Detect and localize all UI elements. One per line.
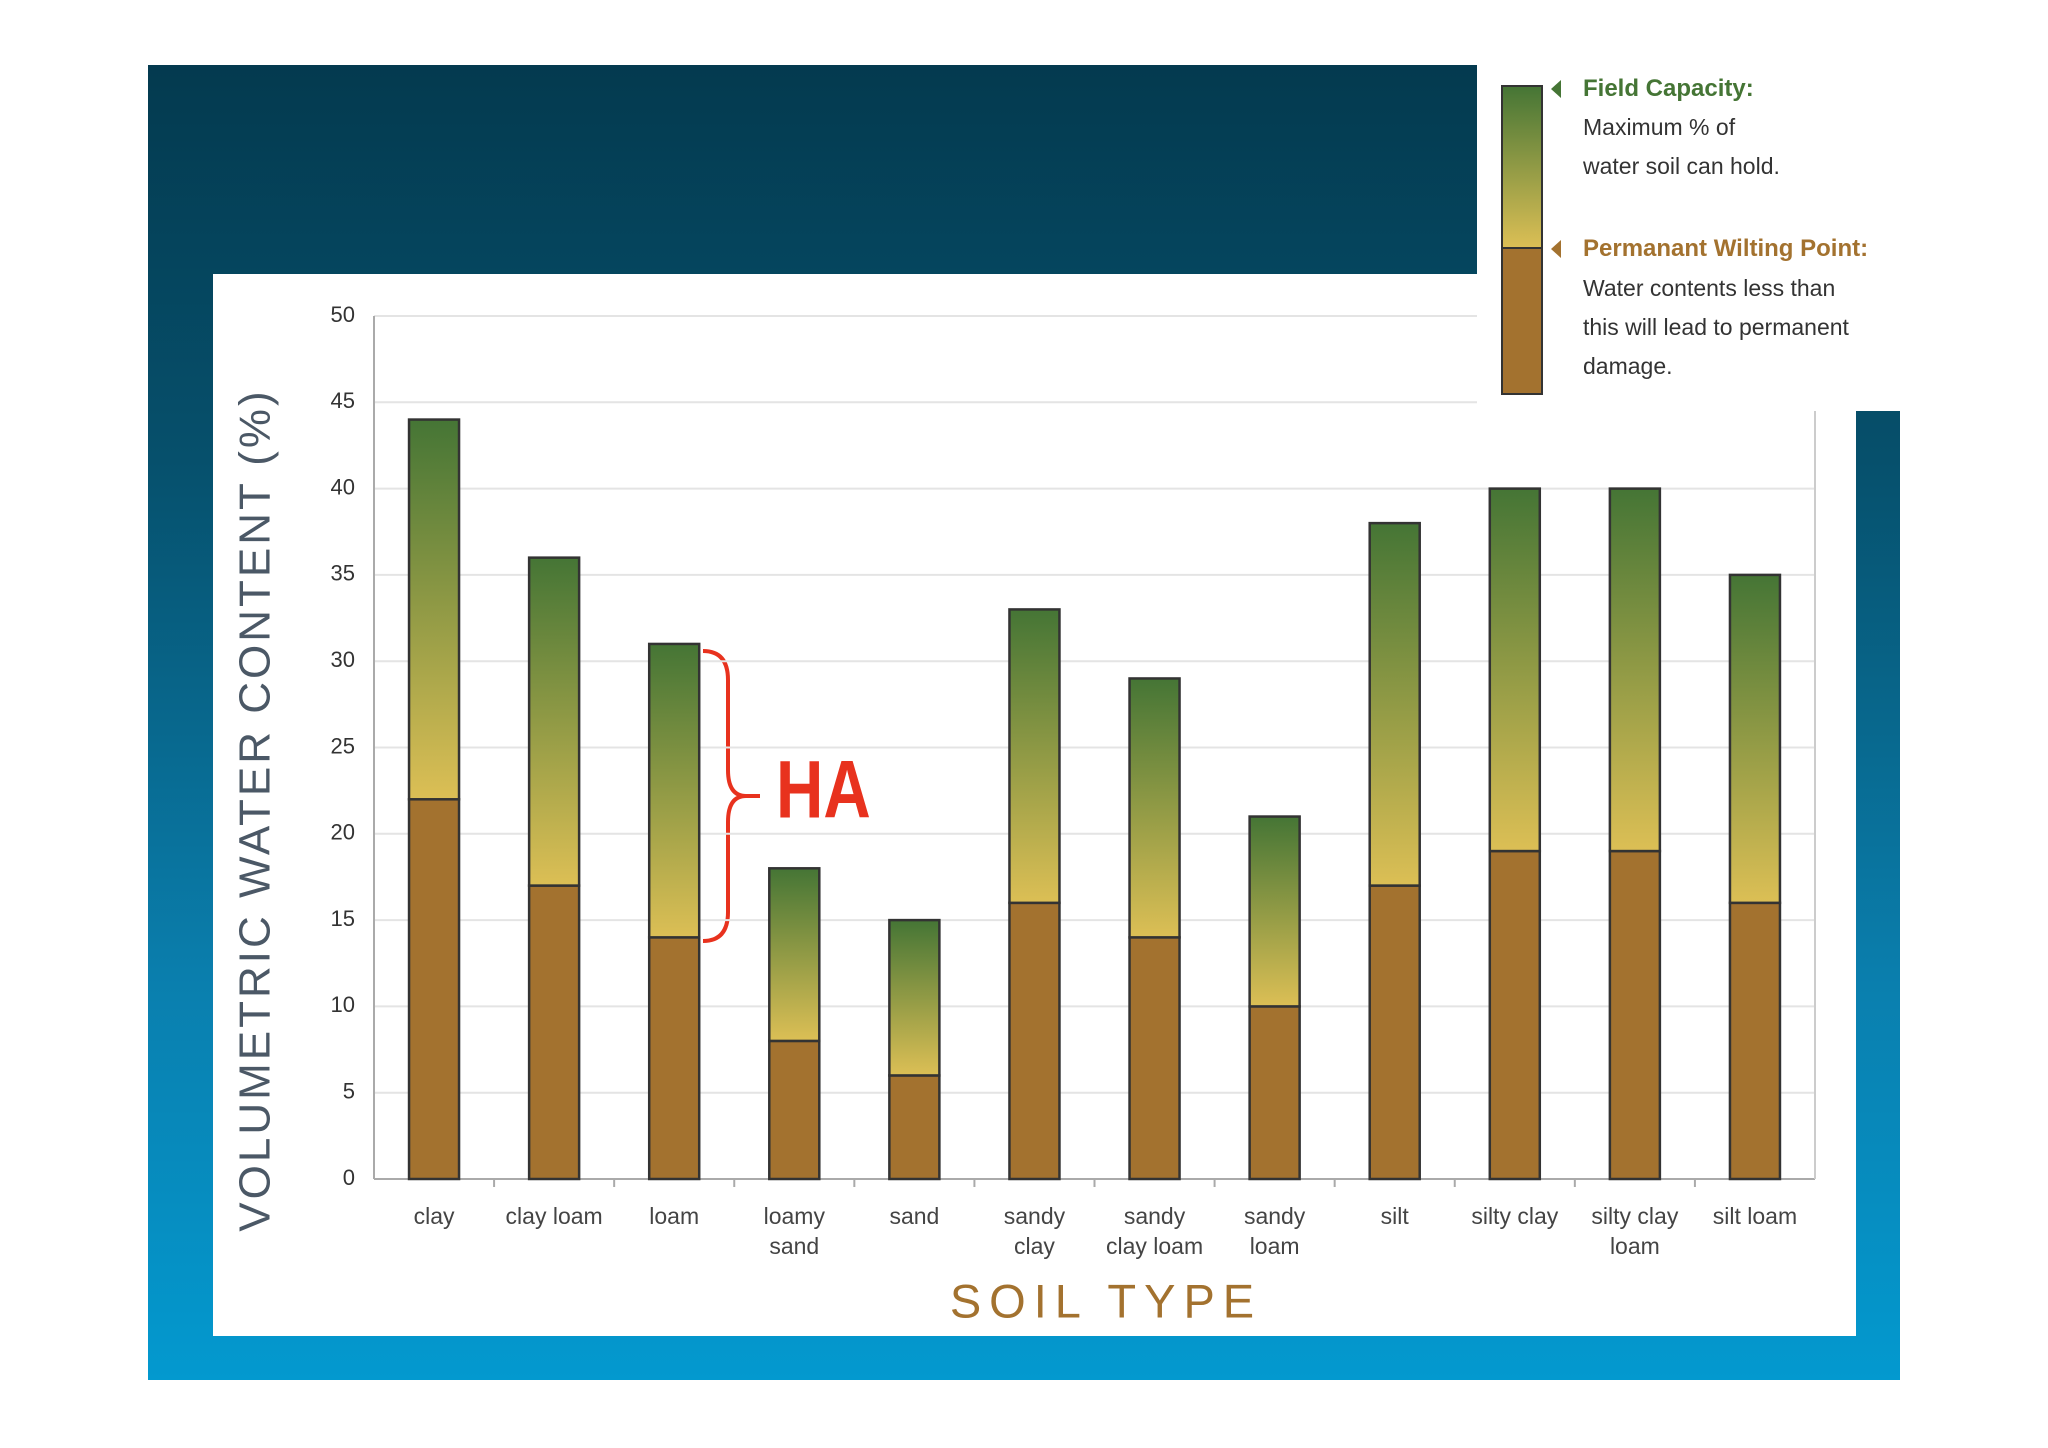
x-tick-label: sandy clay loam (1105, 1203, 1204, 1259)
y-tick-label: 45 (331, 388, 355, 413)
legend: Field Capacity: Maximum % of water soil … (1477, 52, 1900, 411)
bar-segment (888, 1074, 941, 1181)
bar-segment (1128, 936, 1181, 1181)
y-tick-label: 50 (331, 302, 355, 327)
legend-graphic (1501, 80, 1561, 395)
bar-segment (647, 936, 701, 1181)
legend-swatch (1501, 247, 1543, 395)
x-tick-label: loam (649, 1203, 700, 1229)
y-tick-label: 15 (331, 906, 355, 931)
x-tick-label: clay (413, 1203, 455, 1229)
bar-segment (768, 867, 821, 1043)
bar-segment (527, 556, 581, 887)
x-tick-label: silty clay (1471, 1203, 1559, 1229)
bar-segment (1008, 608, 1061, 905)
bar-segment (407, 418, 461, 801)
brace (702, 649, 760, 943)
x-tick-label: sandy loam (1243, 1203, 1306, 1259)
bar-segment (1608, 849, 1662, 1181)
y-tick-label: 30 (331, 647, 355, 672)
bar-segment (768, 1039, 821, 1181)
bar-segment (1368, 521, 1421, 887)
bar-segment (527, 884, 581, 1181)
x-tick-label: silt loam (1712, 1203, 1798, 1229)
y-tick-label: 5 (343, 1079, 355, 1104)
bar-segment (1488, 849, 1542, 1181)
bar-segment (1248, 1005, 1301, 1181)
y-tick-label: 10 (331, 992, 355, 1017)
bar-segment (1368, 884, 1421, 1181)
annotation: HA (776, 744, 871, 836)
x-tick-label: sandy clay (1003, 1203, 1066, 1259)
legend-text: Water contents less than this will lead … (1583, 275, 1849, 379)
y-tick-label: 40 (331, 474, 355, 499)
bar-segment (1008, 901, 1061, 1181)
bar-segment (1248, 815, 1301, 1008)
x-tick-label: loamy sand (763, 1203, 825, 1259)
x-tick-label: silt (1380, 1203, 1409, 1229)
x-tick-label: sand (889, 1203, 940, 1229)
legend-arrow (1551, 80, 1561, 98)
bar-segment (647, 642, 701, 939)
legend-title: Field Capacity: (1583, 75, 1754, 102)
y-tick-label: 0 (343, 1165, 355, 1190)
bar-segment (407, 798, 461, 1181)
bar-segment (1728, 573, 1782, 905)
bar-segment (1128, 677, 1181, 939)
y-axis-label: VOLUMETRIC WATER CONTENT (%) (231, 388, 280, 1231)
legend-text: Maximum % of water soil can hold. (1583, 114, 1780, 179)
bar-segment (1608, 487, 1662, 853)
y-tick-label: 25 (331, 733, 355, 758)
legend-arrow (1551, 240, 1561, 258)
bar-segment (888, 918, 941, 1077)
y-tick-label: 20 (331, 820, 355, 845)
x-axis-label: SOIL TYPE (950, 1274, 1262, 1327)
x-tick-label: clay loam (505, 1203, 603, 1229)
legend-title: Permanant Wilting Point: (1583, 235, 1869, 262)
x-tick-label: silty clay loam (1591, 1203, 1679, 1259)
bar-segment (1488, 487, 1542, 853)
bar-segment (1728, 901, 1782, 1181)
y-tick-label: 35 (331, 561, 355, 586)
legend-swatch (1501, 85, 1543, 249)
